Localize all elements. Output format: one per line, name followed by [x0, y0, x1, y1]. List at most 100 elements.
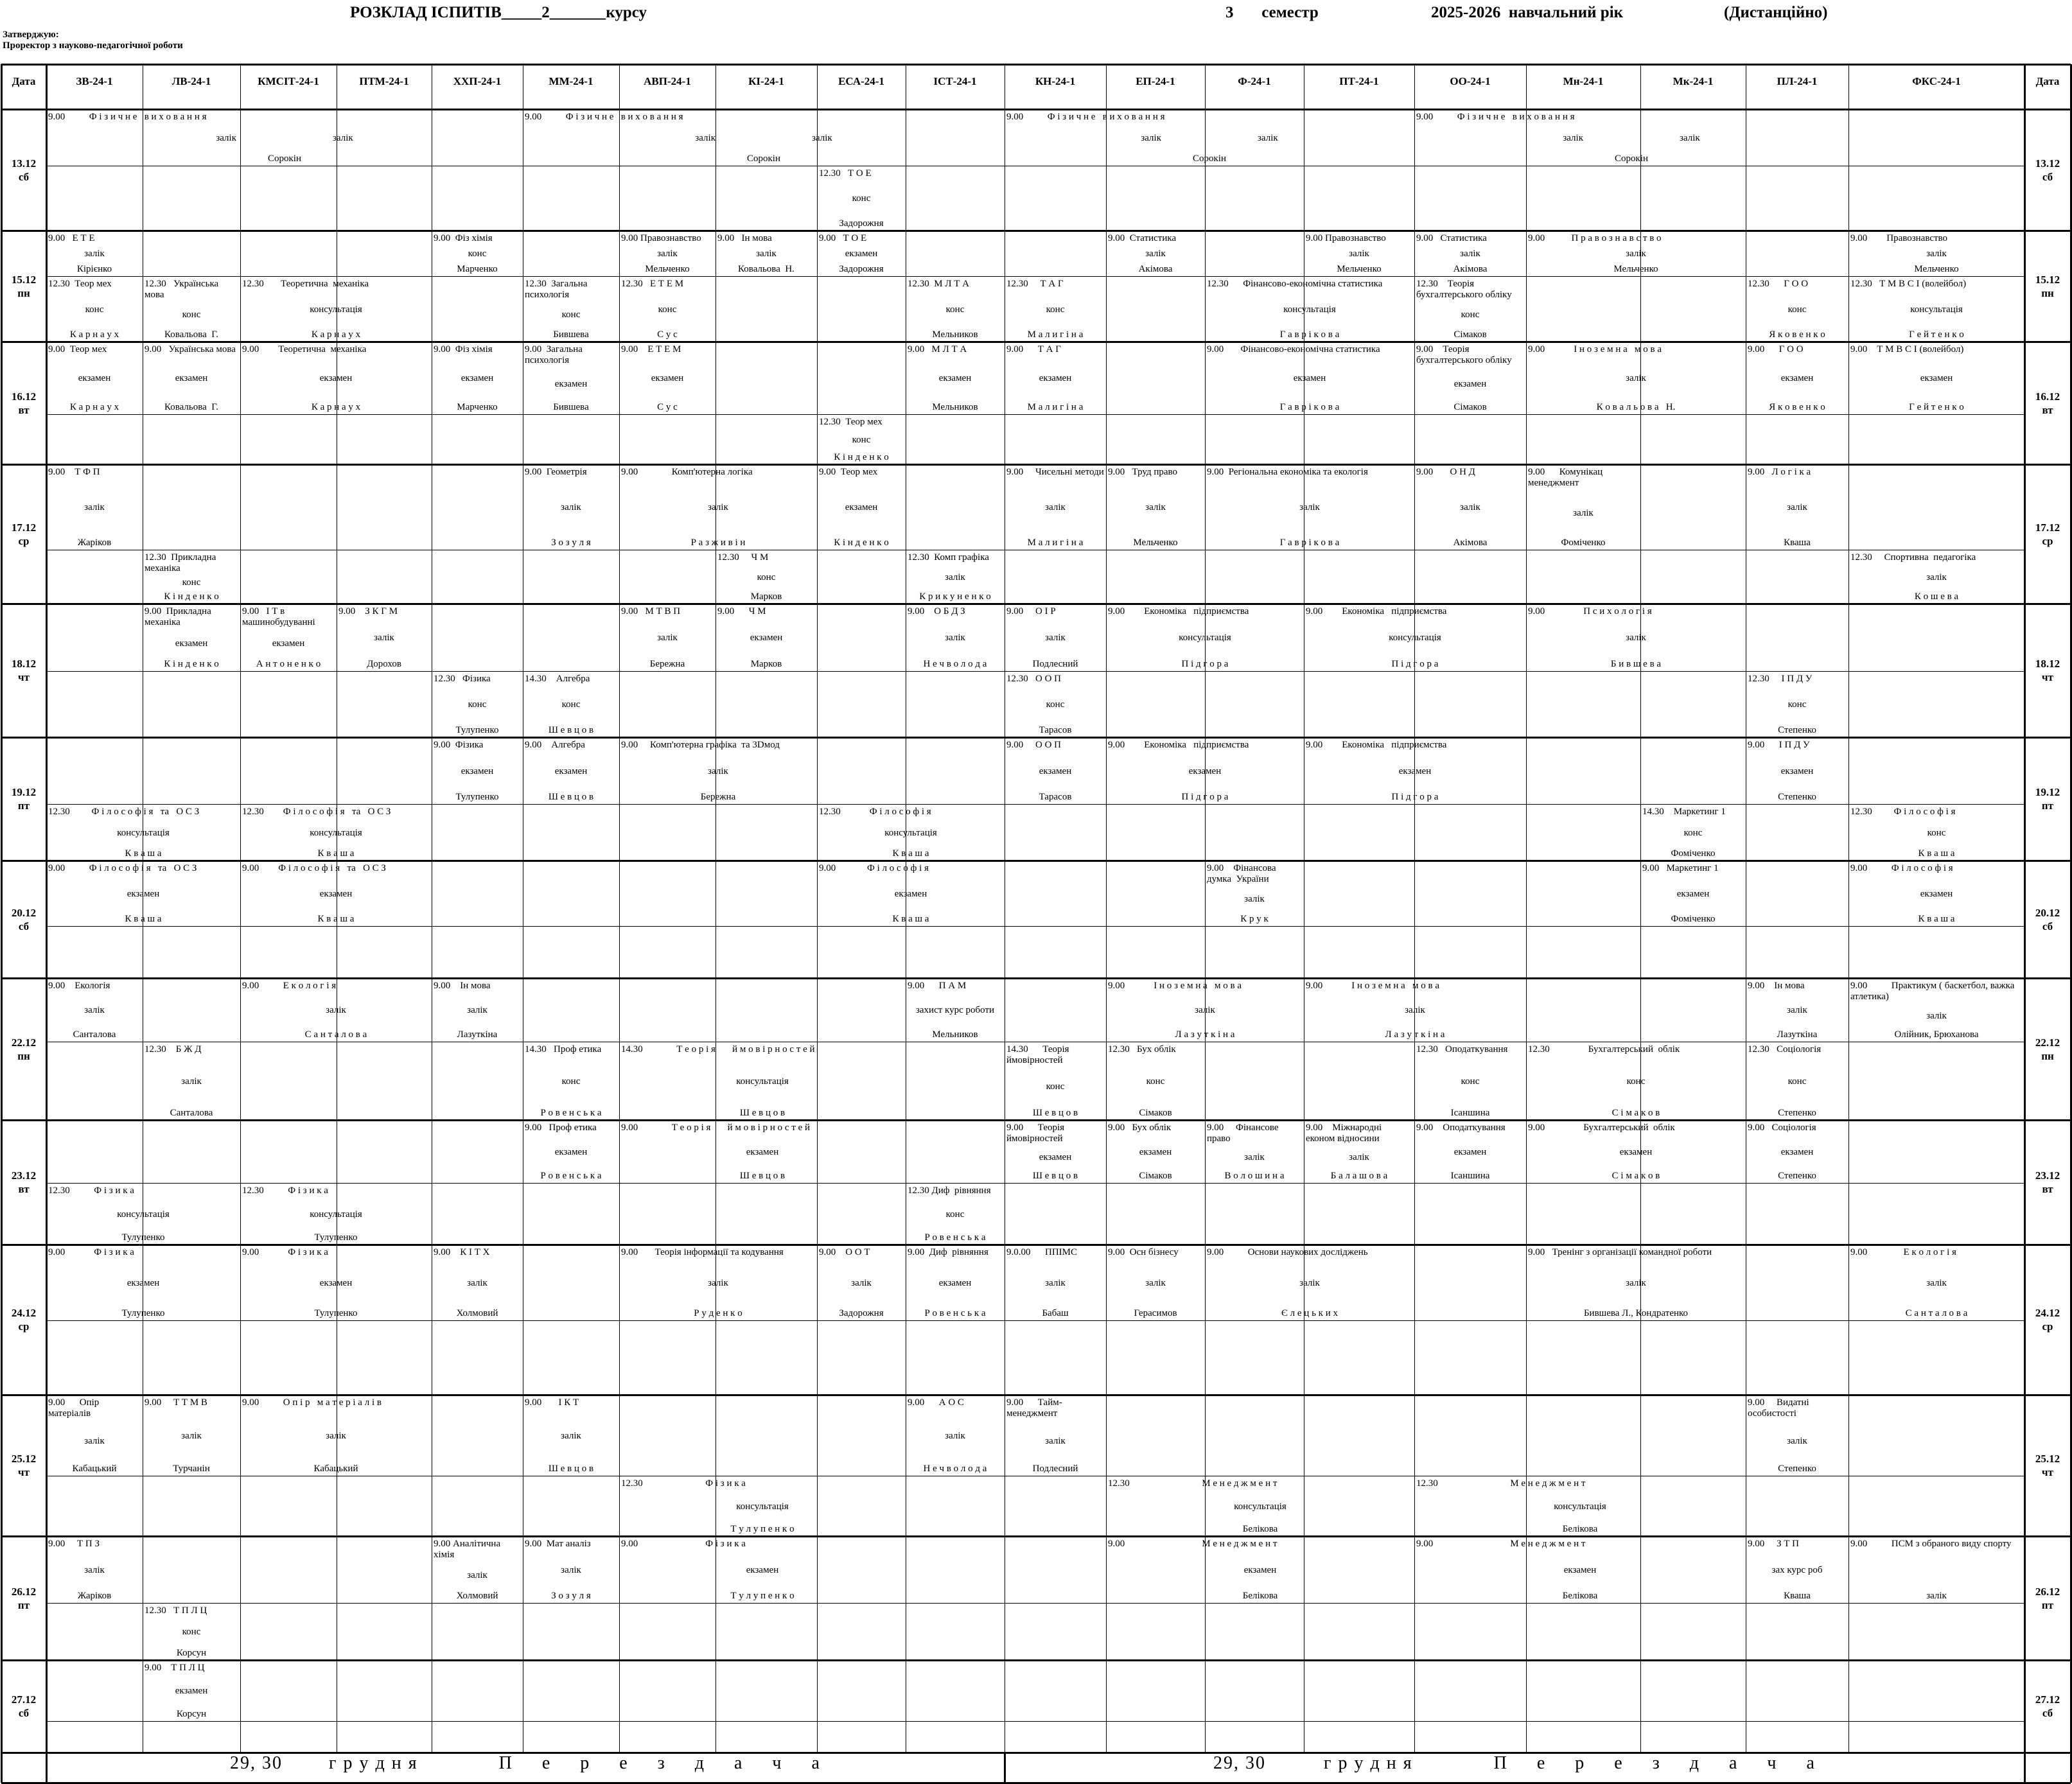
exam-teacher: Марченко [457, 402, 498, 412]
exam-entry: 14.30 Т е о р і я й м о в і р н о с т е … [621, 1044, 904, 1119]
exam-entry: 12.30 М е н е д ж м е н т консультація Бел… [1108, 1478, 1412, 1535]
exam-entry: 9.00 Ін мова залік Ковальова Н. [717, 233, 815, 275]
exam-subject: 9.00 Бух облік [1108, 1123, 1172, 1133]
column-border [1205, 64, 1206, 1753]
exam-subject: 12.30 І П Д У [1748, 674, 1813, 684]
exam-entry: 12.30 Прикладна механіка конс К і н д е н … [145, 552, 238, 602]
exam-subject: 14.30 Маркетинг 1 [1642, 807, 1726, 817]
day-of-week: пн [17, 1049, 30, 1062]
exam-subject: 14.30 Алгебра [525, 674, 590, 684]
exam-entry: 9.00 Фізика екзамен Тулупенко [434, 740, 521, 803]
exam-entry: 9.00 Українська мова екзамен Ковальова Г. [145, 344, 238, 413]
exam-entry: 12.30 Т А Г конс М а л и г і н а [1006, 279, 1104, 340]
approval-note: Затверджую: Проректор з науково-педагогі… [3, 30, 183, 51]
exam-teacher: Мельченко [1133, 538, 1178, 548]
exam-type: екзамен [1920, 373, 1953, 383]
exam-type: конс [658, 304, 677, 315]
exam-teacher: Тулупенко [455, 792, 499, 802]
exam-entry: 9.00 М е н е д ж м е н т екзамен Белікова [1108, 1539, 1412, 1602]
day-label: 25.12 чт [2024, 1452, 2071, 1479]
exam-teacher: Г а в р і к о в а [1279, 402, 1340, 412]
exam-entry: 9.00 Ф і л о с о ф і я та О С З екзамен К … [48, 863, 238, 925]
exam-teacher: Ковальова Н. [738, 264, 795, 274]
exam-teacher: Мельченко [1914, 264, 1959, 274]
exam-type: залік [467, 1277, 487, 1288]
exam-teacher: Задорожня [839, 218, 884, 229]
exam-type: екзамен [319, 888, 353, 899]
exam-subject: 9.00 П А М [908, 981, 967, 991]
exam-entry: 9.00 ПСМ з обраного виду спорту залік [1850, 1539, 2023, 1602]
exam-teacher: Степенко [1778, 1108, 1816, 1118]
exam-subject: 9.00 Теор мех [819, 467, 878, 477]
exam-subject: 9.00 Видатні особистості [1748, 1397, 1812, 1419]
exam-teacher: Белікова [1562, 1524, 1598, 1534]
exam-subject: 9.00 Проф етика [525, 1123, 597, 1133]
exam-type: залік [756, 249, 777, 259]
column-border [1, 64, 3, 1783]
exam-teacher: П і д г о р а [1391, 792, 1439, 802]
row-border [1, 341, 2071, 343]
exam-type: екзамен [1039, 373, 1072, 383]
exam-entry: 9.00 Комп'ютерна логіка залік Р а з ж и в … [621, 467, 815, 548]
exam-teacher: Тарасов [1039, 792, 1072, 802]
exam-subject: 9.00 Аналітична хімія [434, 1539, 503, 1560]
exam-entry: 12.30 Теоретична механіка консультація К а… [242, 279, 430, 340]
exam-entry: 9.00 Чисельні методи залік М а л и г і н а [1006, 467, 1104, 548]
exam-teacher: Бившева [553, 402, 589, 412]
day-label: 27.12 сб [2024, 1693, 2071, 1720]
exam-type: залік [1787, 1005, 1807, 1015]
exam-type: екзамен [938, 1277, 972, 1288]
exam-subject: 9.00 Ф і з и ч н е в и х о в а н н я [525, 112, 683, 122]
exam-teacher: Р о в е н с ь к а [540, 1171, 602, 1181]
exam-teacher: Кваша [1784, 1591, 1811, 1601]
column-header: ФКС-24-1 [1912, 75, 1961, 87]
exam-entry: 9.00 Тренінг з організації командної роб… [1528, 1247, 1744, 1319]
exam-type: екзамен [78, 373, 111, 383]
day-date: 18.12 [2035, 658, 2060, 670]
exam-type: залік [1626, 1277, 1646, 1288]
exam-subject: 12.30 Ф і з и к а [48, 1185, 134, 1196]
exam-type: консультація [310, 827, 362, 838]
exam-subject: 9.00 Правознавство [1850, 233, 1948, 243]
exam-teacher: Сорокін [747, 153, 780, 164]
exam-entry: 9.00 Екологія залік Санталова [48, 981, 141, 1040]
exam-teacher: Акімова [1138, 264, 1173, 274]
exam-teacher: Бережна [700, 792, 736, 802]
exam-type: конс [945, 1209, 965, 1220]
exam-entry: 9.00 Прикладна механіка екзамен К і н д е … [145, 606, 238, 670]
exam-entry: 9.00 Міжнародні економ відносини залік Б а… [1306, 1123, 1412, 1182]
column-header: ММ-24-1 [549, 75, 593, 87]
exam-entry: 12.30 Фізика конс Тулупенко [434, 674, 521, 736]
exam-type: залік [1405, 1005, 1425, 1015]
exam-teacher: Бившева Л., Кондратенко [1583, 1308, 1689, 1318]
exam-entry: 14.30 Проф етика конс Р о в е н с ь к а [525, 1044, 617, 1119]
day-label: 26.12 пт [1, 1585, 46, 1612]
day-of-week: чт [2042, 1466, 2053, 1478]
exam-type: консультація [1389, 633, 1441, 643]
exam-subject: 12.30 Г О О [1748, 279, 1809, 289]
exam-entry: 9.00 Алгебра екзамен Ш е в ц о в [525, 740, 617, 803]
day-date: 22.12 [2035, 1036, 2060, 1049]
exam-entry: 9.00 І П Д У екзамен Степенко [1748, 740, 1847, 803]
exam-teacher: Корсун [176, 1709, 207, 1719]
exam-type: залік [84, 1436, 105, 1446]
exam-entry: 9.00 Ф і з и ч н е в и х о в а н н я залі… [48, 112, 521, 164]
exam-subject: 9.00 Т Т М В [145, 1397, 207, 1408]
exam-teacher: Фоміченко [1671, 914, 1716, 924]
column-border [2024, 64, 2026, 1783]
exam-teacher: Дорохов [367, 659, 401, 669]
day-label: 19.12 пт [2024, 785, 2071, 812]
exam-subject: 9.00 Алгебра [525, 740, 585, 750]
exam-type: конс [561, 1076, 581, 1087]
column-border [46, 64, 48, 1783]
exam-entry: 12.30 Ф і з и к а консультація Тулупенко [48, 1185, 238, 1243]
exam-teacher: Мельников [932, 329, 978, 340]
exam-subject: 9.00 О п і р м а т е р і а л і в [242, 1397, 382, 1408]
exam-subject: 9.00 Геометрія [525, 467, 587, 477]
exam-entry: 9.00 Фіз хімія конс Марченко [434, 233, 521, 275]
exam-teacher: Белікова [1242, 1524, 1278, 1534]
column-border [240, 64, 241, 1753]
exam-type: екзамен [175, 373, 208, 383]
exam-teacher: С а н т а л о в а [1905, 1308, 1968, 1318]
exam-entry: 9.00 Фіз хімія екзамен Марченко [434, 344, 521, 413]
